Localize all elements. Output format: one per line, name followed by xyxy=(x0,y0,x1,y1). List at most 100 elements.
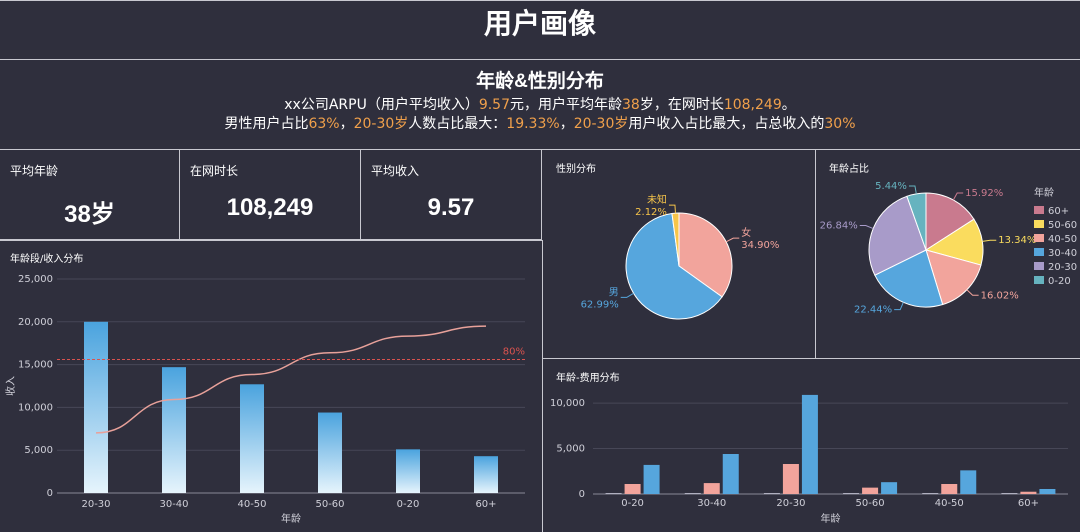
bar xyxy=(782,464,799,494)
summary-text: 。 xyxy=(781,97,796,113)
label-leader xyxy=(966,289,979,296)
bar xyxy=(605,493,622,494)
summary-highlight: 9.57 xyxy=(478,97,510,113)
legend-swatch xyxy=(1034,234,1044,242)
y-tick-label: 25,000 xyxy=(18,274,53,285)
bar xyxy=(396,449,420,493)
bar xyxy=(643,464,660,494)
x-tick-label: 60+ xyxy=(475,499,496,510)
label-leader xyxy=(668,204,676,214)
summary-text: ， xyxy=(339,116,354,132)
kpi-value: 9.57 xyxy=(427,194,475,221)
slice-percent: 13.34% xyxy=(998,235,1036,246)
x-tick-label: 60+ xyxy=(1018,498,1039,509)
pie-slice xyxy=(868,195,927,276)
y-tick-label: 10,000 xyxy=(18,402,53,413)
slice-percent: 22.44% xyxy=(854,305,892,316)
bar xyxy=(624,484,641,494)
bar xyxy=(684,493,701,494)
x-tick-label: 20-30 xyxy=(776,498,805,509)
slice-percent: 15.92% xyxy=(965,188,1003,199)
bar xyxy=(703,483,720,494)
x-tick-label: 40-50 xyxy=(935,498,964,509)
x-tick-label: 50-60 xyxy=(856,498,885,509)
income-chart-panel xyxy=(0,240,543,532)
summary-highlight: 30% xyxy=(824,116,856,132)
label-leader xyxy=(982,239,997,242)
slice-name: 未知 xyxy=(647,193,667,206)
x-axis-label: 年龄 xyxy=(821,512,841,525)
x-tick-label: 50-60 xyxy=(315,499,344,510)
legend-swatch xyxy=(1034,276,1044,284)
legend-swatch xyxy=(1034,206,1044,214)
kpi-label: 在网时长 xyxy=(190,164,239,178)
summary-title: 年龄&性别分布 xyxy=(476,71,604,92)
x-tick-label: 0-20 xyxy=(397,499,420,510)
y-tick-label: 5,000 xyxy=(24,445,53,456)
gender-pie-chart: 女34.90% 男62.99% 未知2.12% xyxy=(581,193,779,320)
page-header: 用户画像 xyxy=(0,0,1080,60)
pie-slice xyxy=(671,212,680,267)
bar xyxy=(722,454,739,494)
bar xyxy=(763,493,780,494)
legend-item: 20-30 xyxy=(1048,262,1077,273)
y-tick-label: 15,000 xyxy=(18,360,53,371)
summary-line-2: 男性用户占比63%，20-30岁人数占比最大：19.33%，20-30岁用户收入… xyxy=(0,115,1080,134)
slice-percent: 2.12% xyxy=(635,207,667,218)
legend-item: 60+ xyxy=(1048,206,1069,217)
x-tick-label: 40-50 xyxy=(237,499,266,510)
bar xyxy=(162,367,186,493)
legend-swatch xyxy=(1034,220,1044,228)
bar xyxy=(862,487,879,494)
bar xyxy=(84,321,108,493)
label-leader xyxy=(859,225,874,230)
bar xyxy=(1001,493,1018,494)
bar xyxy=(843,493,860,494)
summary-text: 人数占比最大： xyxy=(408,116,507,132)
legend-item: 40-50 xyxy=(1048,234,1077,245)
pie-slice xyxy=(625,212,723,320)
summary-text: 岁，在网时长 xyxy=(639,97,724,113)
legend-item: 30-40 xyxy=(1048,248,1077,259)
slice-name: 女 xyxy=(741,226,751,239)
slice-percent: 26.84% xyxy=(820,221,858,232)
kpi-value: 108,249 xyxy=(226,194,314,221)
kpi-online-duration: 在网时长 108,249 xyxy=(180,150,361,240)
y-tick-label: 10,000 xyxy=(550,398,585,409)
kpi-label: 平均年龄 xyxy=(10,164,59,178)
fee-chart-title: 年龄-费用分布 xyxy=(556,373,620,384)
legend-item: 0-20 xyxy=(1048,276,1071,287)
slice-name: 男 xyxy=(609,286,619,298)
page-title: 用户画像 xyxy=(483,8,596,39)
label-leader xyxy=(894,302,904,311)
summary-highlight: 108,249 xyxy=(723,97,782,113)
y-tick-label: 20,000 xyxy=(18,317,53,328)
summary-highlight: 38 xyxy=(622,97,640,113)
pie-slice xyxy=(906,192,927,251)
summary-panel: 年龄&性别分布 xx公司ARPU（用户平均收入）9.57元，用户平均年龄38岁，… xyxy=(0,60,1080,150)
age-chart-title: 年龄占比 xyxy=(829,164,869,175)
bar xyxy=(941,484,958,494)
slice-percent: 16.02% xyxy=(981,290,1019,301)
legend-title: 年龄 xyxy=(1034,186,1054,199)
bar xyxy=(960,470,977,494)
label-leader xyxy=(620,292,634,298)
label-leader xyxy=(725,237,740,243)
bar xyxy=(1039,489,1056,494)
reference-line-label: 80% xyxy=(503,346,525,357)
x-tick-label: 20-30 xyxy=(81,499,110,510)
gender-chart-panel xyxy=(542,150,816,359)
summary-highlight: 19.33% xyxy=(506,116,560,132)
label-leader xyxy=(952,192,964,201)
summary-text: xx公司ARPU（用户平均收入） xyxy=(284,97,479,113)
label-leader xyxy=(908,185,917,194)
summary-line-1: xx公司ARPU（用户平均收入）9.57元，用户平均年龄38岁，在网时长108,… xyxy=(0,96,1080,115)
kpi-label: 平均收入 xyxy=(371,164,420,178)
slice-percent: 62.99% xyxy=(581,299,619,310)
summary-text: 用户收入占比最大，占总收入的 xyxy=(628,116,825,132)
legend-swatch xyxy=(1034,248,1044,256)
kpi-avg-income: 平均收入 9.57 xyxy=(361,150,542,240)
age-pie-chart: 15.92% 13.34% 16.02% 22.44% 26.84% 5.44% 年龄 60+… xyxy=(820,181,1077,316)
summary-highlight: 20-30岁 xyxy=(353,116,409,132)
bar xyxy=(240,384,264,493)
